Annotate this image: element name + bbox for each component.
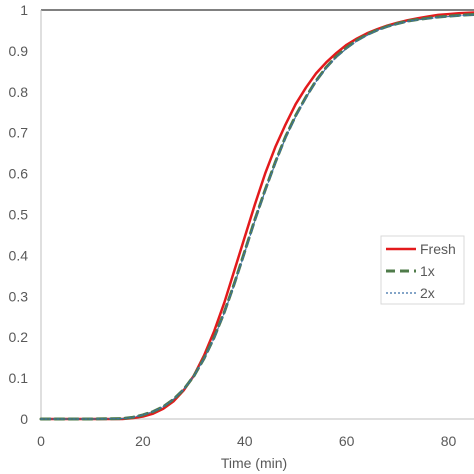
x-tick-label: 0 [37, 433, 45, 449]
series-lines [39, 11, 474, 421]
y-tick-label: 0.5 [9, 207, 29, 223]
y-tick-label: 0.1 [9, 370, 29, 386]
y-tick-label: 0.4 [9, 247, 29, 263]
y-tick-label: 1 [20, 2, 28, 18]
legend-label-2x: 2x [420, 285, 435, 301]
y-tick-label: 0.9 [9, 43, 29, 59]
x-tick-label: 80 [441, 433, 457, 449]
y-tick-label: 0.6 [9, 166, 29, 182]
legend: Fresh 1x 2x [380, 235, 465, 305]
x-tick-label: 20 [135, 433, 151, 449]
y-tick-label: 0.8 [9, 84, 29, 100]
series-line-1x [39, 13, 474, 421]
tick-labels: 0 0.1 0.2 0.3 0.4 0.5 0.6 0.7 0.8 0.9 1 0 20 40 60 80 [9, 2, 457, 449]
y-tick-label: 0.7 [9, 125, 29, 141]
x-axis-title: Time (min) [221, 455, 287, 471]
x-tick-label: 60 [339, 433, 355, 449]
legend-label-1x: 1x [420, 263, 435, 279]
x-tick-label: 40 [237, 433, 253, 449]
legend-label-fresh: Fresh [420, 241, 456, 257]
series-line-2x [40, 14, 474, 420]
y-tick-label: 0.2 [9, 329, 29, 345]
y-tick-label: 0.3 [9, 288, 29, 304]
y-tick-label: 0 [20, 411, 28, 427]
